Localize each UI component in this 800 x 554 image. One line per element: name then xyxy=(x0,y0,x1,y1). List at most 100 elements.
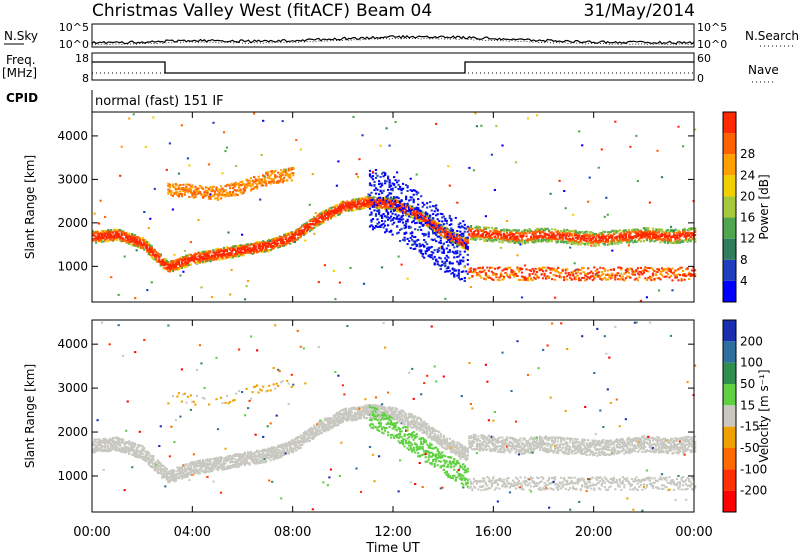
scatter-cell xyxy=(218,194,221,197)
scatter-cell xyxy=(412,248,415,250)
scatter-cell xyxy=(591,272,594,275)
scatter-cell xyxy=(210,190,214,193)
scatter-cell xyxy=(421,201,424,204)
scatter-cell xyxy=(358,158,361,161)
scatter-cell xyxy=(101,233,104,236)
scatter-cell xyxy=(304,232,307,235)
scatter-cell xyxy=(563,230,566,233)
scatter-cell xyxy=(197,192,200,195)
scatter-cell xyxy=(370,203,373,206)
scatter-cell xyxy=(200,260,203,263)
scatter-cell xyxy=(523,278,527,281)
scatter-cell xyxy=(405,198,408,201)
scatter-cell xyxy=(620,232,623,235)
scatter-cell xyxy=(499,246,503,249)
scatter-cell xyxy=(609,234,612,237)
scatter-cell xyxy=(663,240,667,243)
scatter-cell xyxy=(399,185,402,188)
scatter-cell xyxy=(164,263,167,266)
scatter-cell xyxy=(229,254,232,257)
scatter-cell xyxy=(233,189,236,191)
scatter-cell xyxy=(478,270,481,273)
scatter-cell xyxy=(400,200,403,202)
scatter-cell xyxy=(445,233,448,236)
scatter-cell xyxy=(444,233,447,236)
scatter-cell xyxy=(480,271,483,274)
scatter-cell xyxy=(370,213,373,216)
scatter-cell xyxy=(238,189,241,192)
scatter-cell xyxy=(450,236,453,238)
scatter-cell xyxy=(204,255,208,258)
scatter-cell xyxy=(665,275,668,278)
scatter-cell xyxy=(611,276,614,279)
scatter-cell xyxy=(605,239,608,242)
scatter-cell xyxy=(367,199,370,202)
scatter-cell xyxy=(221,255,224,258)
scatter-cell xyxy=(263,176,266,179)
scatter-cell xyxy=(206,255,209,258)
scatter-cell xyxy=(567,232,570,235)
scatter-cell xyxy=(418,217,421,220)
scatter-cell xyxy=(406,204,409,207)
scatter-cell xyxy=(651,268,655,271)
scatter-cell xyxy=(260,245,263,248)
scatter-cell xyxy=(189,263,192,266)
scatter-cell xyxy=(569,240,572,243)
scatter-cell xyxy=(539,229,542,232)
scatter-cell xyxy=(519,243,522,246)
scatter-cell xyxy=(256,187,259,190)
scatter-cell xyxy=(570,234,573,237)
scatter-cell xyxy=(424,252,427,255)
scatter-cell xyxy=(666,273,670,276)
scatter-cell xyxy=(499,230,503,233)
scatter-cell xyxy=(352,198,355,201)
scatter-cell xyxy=(483,228,486,231)
scatter-cell xyxy=(627,236,630,239)
scatter-cell xyxy=(632,230,635,233)
scatter-cell xyxy=(414,215,417,218)
scatter-cell xyxy=(644,232,647,235)
scatter-cell xyxy=(384,201,387,204)
scatter-cell xyxy=(402,187,405,190)
scatter-cell xyxy=(477,235,480,238)
scatter-cell xyxy=(468,227,471,230)
scatter-cell xyxy=(486,236,489,239)
scatter-cell xyxy=(224,195,227,198)
scatter-cell xyxy=(277,171,280,174)
scatter-cell xyxy=(105,231,108,234)
scatter-cell xyxy=(435,207,438,210)
scatter-cell xyxy=(602,277,605,280)
scatter-cell xyxy=(414,217,417,220)
scatter-cell xyxy=(414,236,417,238)
scatter-cell xyxy=(215,189,218,192)
scatter-cell xyxy=(287,167,290,170)
scatter-cell xyxy=(368,175,372,178)
scatter-cell xyxy=(442,228,445,231)
scatter-cell xyxy=(563,276,566,279)
scatter-cell xyxy=(543,235,546,238)
scatter-cell xyxy=(141,237,144,239)
scatter-cell xyxy=(102,237,105,240)
scatter-cell xyxy=(653,236,656,238)
scatter-cell xyxy=(381,266,384,269)
scatter-cell xyxy=(198,191,202,194)
scatter-cell xyxy=(238,251,241,253)
scatter-cell xyxy=(572,242,575,245)
scatter-cell xyxy=(222,246,226,249)
scatter-cell xyxy=(290,236,293,239)
scatter-cell xyxy=(212,254,215,257)
scatter-cell xyxy=(429,255,432,258)
scatter-cell xyxy=(328,211,331,214)
scatter-cell xyxy=(236,189,239,192)
scatter-cell xyxy=(534,239,537,242)
scatter-cell xyxy=(385,199,388,202)
scatter-cell xyxy=(651,232,655,235)
scatter-cell xyxy=(186,191,189,194)
scatter-cell xyxy=(420,210,423,213)
scatter-cell xyxy=(362,205,366,208)
scatter-cell xyxy=(636,279,639,282)
scatter-cell xyxy=(400,189,403,192)
scatter-cell xyxy=(179,258,182,261)
scatter-cell xyxy=(650,279,653,282)
scatter-cell xyxy=(514,161,518,164)
